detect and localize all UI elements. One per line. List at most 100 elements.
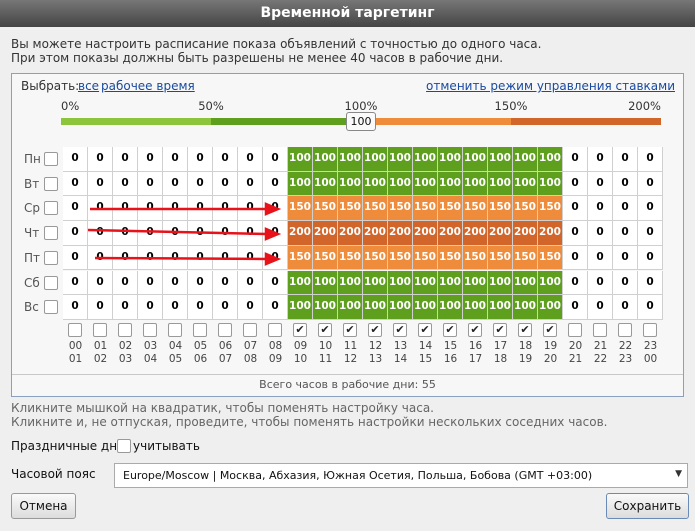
schedule-cell[interactable]: 0	[63, 147, 88, 172]
schedule-cell[interactable]: 100	[513, 270, 538, 296]
schedule-cell[interactable]: 100	[488, 171, 513, 197]
schedule-cell[interactable]: 0	[263, 270, 288, 296]
schedule-cell[interactable]: 0	[563, 171, 588, 197]
schedule-cell[interactable]: 0	[138, 171, 163, 197]
schedule-cell[interactable]: 200	[363, 221, 388, 246]
schedule-cell[interactable]: 0	[613, 221, 638, 246]
hour-checkbox[interactable]	[168, 323, 182, 337]
schedule-cell[interactable]: 0	[113, 196, 138, 222]
schedule-cell[interactable]: 100	[313, 270, 338, 296]
schedule-cell[interactable]: 150	[313, 245, 338, 271]
schedule-cell[interactable]: 100	[438, 270, 463, 296]
schedule-cell[interactable]: 0	[88, 295, 113, 320]
schedule-cell[interactable]: 0	[163, 270, 188, 296]
schedule-cell[interactable]: 100	[463, 147, 488, 172]
schedule-cell[interactable]: 0	[238, 270, 263, 296]
schedule-cell[interactable]: 100	[363, 147, 388, 172]
schedule-cell[interactable]: 150	[538, 245, 563, 271]
schedule-cell[interactable]: 0	[213, 245, 238, 271]
hour-checkbox[interactable]	[243, 323, 257, 337]
schedule-cell[interactable]: 0	[638, 245, 663, 271]
schedule-cell[interactable]: 100	[538, 295, 563, 320]
schedule-cell[interactable]: 150	[363, 196, 388, 222]
schedule-cell[interactable]: 0	[188, 196, 213, 222]
schedule-cell[interactable]: 0	[588, 295, 613, 320]
schedule-cell[interactable]: 100	[363, 171, 388, 197]
save-button[interactable]: Сохранить	[606, 493, 689, 519]
schedule-cell[interactable]: 100	[388, 147, 413, 172]
schedule-cell[interactable]: 0	[238, 196, 263, 222]
schedule-cell[interactable]: 100	[463, 295, 488, 320]
schedule-cell[interactable]: 0	[163, 245, 188, 271]
schedule-cell[interactable]: 200	[313, 221, 338, 246]
schedule-cell[interactable]: 100	[338, 147, 363, 172]
schedule-cell[interactable]: 100	[363, 295, 388, 320]
schedule-cell[interactable]: 0	[638, 196, 663, 222]
schedule-cell[interactable]: 0	[638, 147, 663, 172]
hour-checkbox[interactable]	[268, 323, 282, 337]
schedule-cell[interactable]: 100	[313, 171, 338, 197]
schedule-cell[interactable]: 0	[88, 245, 113, 271]
schedule-cell[interactable]: 0	[588, 147, 613, 172]
schedule-cell[interactable]: 0	[238, 245, 263, 271]
schedule-cell[interactable]: 0	[63, 221, 88, 246]
schedule-cell[interactable]: 100	[488, 147, 513, 172]
hour-checkbox[interactable]: ✔	[393, 323, 407, 337]
schedule-cell[interactable]: 0	[263, 147, 288, 172]
schedule-cell[interactable]: 100	[438, 171, 463, 197]
schedule-cell[interactable]: 0	[238, 171, 263, 197]
schedule-cell[interactable]: 0	[63, 270, 88, 296]
day-checkbox[interactable]	[44, 176, 58, 191]
schedule-cell[interactable]: 0	[613, 295, 638, 320]
schedule-cell[interactable]: 0	[263, 295, 288, 320]
schedule-cell[interactable]: 0	[263, 171, 288, 197]
schedule-cell[interactable]: 0	[113, 221, 138, 246]
schedule-cell[interactable]: 0	[63, 245, 88, 271]
scale-slider[interactable]: 100	[346, 112, 376, 131]
schedule-cell[interactable]: 150	[313, 196, 338, 222]
schedule-cell[interactable]: 0	[588, 221, 613, 246]
schedule-cell[interactable]: 200	[338, 221, 363, 246]
schedule-cell[interactable]: 0	[638, 295, 663, 320]
hour-checkbox[interactable]: ✔	[543, 323, 557, 337]
schedule-cell[interactable]: 100	[338, 171, 363, 197]
schedule-cell[interactable]: 150	[513, 196, 538, 222]
hour-checkbox[interactable]: ✔	[443, 323, 457, 337]
schedule-cell[interactable]: 100	[288, 147, 313, 172]
schedule-cell[interactable]: 0	[138, 147, 163, 172]
timezone-select[interactable]: Europe/Moscow | Москва, Абхазия, Южная О…	[114, 463, 688, 488]
schedule-cell[interactable]: 100	[513, 295, 538, 320]
schedule-cell[interactable]: 200	[488, 221, 513, 246]
schedule-cell[interactable]: 0	[238, 295, 263, 320]
schedule-cell[interactable]: 100	[363, 270, 388, 296]
schedule-cell[interactable]: 0	[563, 221, 588, 246]
schedule-cell[interactable]: 100	[438, 147, 463, 172]
cancel-bids-link[interactable]: отменить режим управления ставками	[426, 79, 675, 93]
schedule-cell[interactable]: 0	[613, 196, 638, 222]
schedule-cell[interactable]: 0	[613, 245, 638, 271]
schedule-cell[interactable]: 200	[463, 221, 488, 246]
schedule-cell[interactable]: 0	[63, 196, 88, 222]
schedule-cell[interactable]: 150	[388, 245, 413, 271]
schedule-cell[interactable]: 100	[463, 270, 488, 296]
hour-checkbox[interactable]	[568, 323, 582, 337]
schedule-cell[interactable]: 0	[563, 270, 588, 296]
hour-checkbox[interactable]: ✔	[293, 323, 307, 337]
schedule-cell[interactable]: 0	[88, 221, 113, 246]
holidays-checkbox[interactable]	[117, 439, 131, 453]
schedule-cell[interactable]: 0	[588, 245, 613, 271]
schedule-cell[interactable]: 150	[338, 196, 363, 222]
hour-checkbox[interactable]: ✔	[468, 323, 482, 337]
schedule-cell[interactable]: 100	[413, 295, 438, 320]
schedule-cell[interactable]: 100	[388, 270, 413, 296]
schedule-cell[interactable]: 0	[88, 196, 113, 222]
hour-checkbox[interactable]: ✔	[418, 323, 432, 337]
hour-checkbox[interactable]: ✔	[518, 323, 532, 337]
schedule-cell[interactable]: 100	[338, 295, 363, 320]
schedule-cell[interactable]: 0	[188, 270, 213, 296]
schedule-cell[interactable]: 0	[638, 221, 663, 246]
schedule-cell[interactable]: 150	[388, 196, 413, 222]
schedule-cell[interactable]: 0	[188, 245, 213, 271]
schedule-cell[interactable]: 0	[138, 245, 163, 271]
schedule-cell[interactable]: 0	[138, 295, 163, 320]
